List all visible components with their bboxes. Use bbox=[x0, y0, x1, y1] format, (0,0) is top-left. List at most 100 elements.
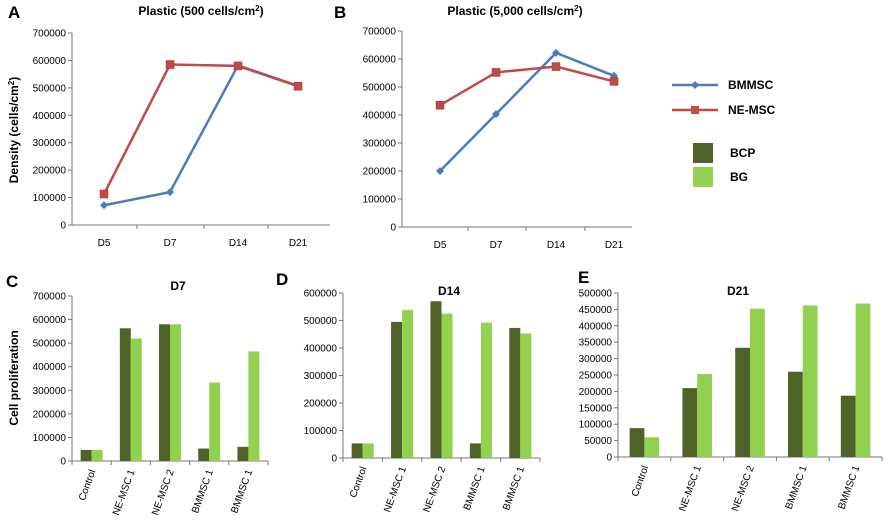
y-tick-label: 0 bbox=[60, 221, 66, 232]
data-point-bmmsc bbox=[100, 201, 108, 210]
bar-bcp bbox=[119, 328, 131, 461]
y-tick-label: 600000 bbox=[304, 289, 338, 300]
bar-bg bbox=[170, 324, 181, 461]
x-tick-label: D7 bbox=[164, 238, 177, 249]
bar-bcp bbox=[788, 371, 803, 457]
y-tick-label: 0 bbox=[60, 457, 66, 468]
x-tick-label: BMMSC 1 bbox=[784, 464, 810, 511]
panel-letter-d: D bbox=[276, 270, 288, 289]
y-tick-label: 200000 bbox=[363, 167, 397, 178]
y-tick-label: 200000 bbox=[579, 387, 613, 398]
y-tick-label: 300000 bbox=[363, 139, 397, 150]
bar-bg bbox=[802, 305, 818, 457]
y-tick-label: 700000 bbox=[33, 29, 67, 40]
x-tick-label: NE-MSC 2 bbox=[150, 468, 177, 517]
bar-bcp bbox=[159, 324, 170, 461]
bar-bcp bbox=[735, 347, 750, 457]
x-tick-label: D14 bbox=[547, 240, 566, 251]
bar-bg bbox=[520, 333, 532, 458]
bar-bg bbox=[750, 308, 765, 457]
y-tick-label: 100000 bbox=[33, 433, 67, 444]
bar-bg bbox=[644, 437, 660, 457]
bar-bg bbox=[697, 374, 712, 457]
y-tick-label: 0 bbox=[331, 454, 337, 465]
data-point-bmmsc bbox=[166, 188, 174, 197]
chart-title-e: D21 bbox=[727, 284, 749, 298]
y-tick-label: 700000 bbox=[363, 27, 397, 38]
legend-marker-bmmsc bbox=[691, 81, 699, 89]
y-tick-label: 500000 bbox=[304, 316, 338, 327]
y-tick-label: 250000 bbox=[579, 371, 613, 382]
y-tick-label: 350000 bbox=[579, 338, 613, 349]
data-point-bmmsc bbox=[436, 167, 444, 175]
panel-letter-e: E bbox=[578, 268, 589, 287]
bar-bcp bbox=[391, 321, 403, 458]
data-point-nemsc bbox=[233, 61, 243, 71]
y-tick-label: 100000 bbox=[33, 193, 67, 204]
y-axis-label-c: Cell proliferation bbox=[7, 330, 21, 425]
y-tick-label: 100000 bbox=[579, 420, 613, 431]
y-tick-label: 500000 bbox=[33, 83, 67, 94]
x-tick-label: D14 bbox=[229, 238, 248, 249]
y-tick-label: 300000 bbox=[579, 354, 613, 365]
x-tick-label: BMMSC 1 bbox=[501, 465, 527, 512]
y-tick-label: 200000 bbox=[33, 166, 67, 177]
x-tick-label: BMMSC 1 bbox=[836, 464, 862, 511]
bar-bcp bbox=[509, 327, 521, 458]
panel-letter-a: A bbox=[8, 3, 20, 22]
data-point-bmmsc bbox=[492, 110, 500, 119]
x-tick-label: D7 bbox=[490, 240, 503, 251]
chart-title-c: D7 bbox=[170, 279, 186, 293]
bar-bcp bbox=[682, 388, 698, 457]
y-tick-label: 50000 bbox=[584, 436, 612, 447]
legend-label-bcp: BCP bbox=[730, 146, 755, 160]
bar-bcp bbox=[351, 443, 363, 458]
bar-bcp bbox=[469, 443, 481, 458]
data-point-nemsc bbox=[491, 68, 501, 77]
legend-swatch-bg bbox=[693, 167, 713, 187]
y-tick-label: 200000 bbox=[33, 409, 67, 420]
legend-marker-nemsc bbox=[691, 106, 699, 114]
bar-bg bbox=[402, 310, 414, 458]
bar-bg bbox=[248, 351, 260, 461]
y-tick-label: 400000 bbox=[304, 344, 338, 355]
x-tick-label: Control bbox=[630, 464, 651, 498]
x-tick-label: D5 bbox=[434, 240, 447, 251]
y-tick-label: 400000 bbox=[33, 111, 67, 122]
bar-bg bbox=[209, 382, 221, 461]
x-tick-label: D21 bbox=[289, 238, 308, 249]
panel-letter-b: B bbox=[334, 3, 346, 22]
data-point-nemsc bbox=[293, 81, 303, 91]
y-tick-label: 600000 bbox=[363, 55, 397, 66]
x-tick-label: NE-MSC 1 bbox=[382, 465, 409, 514]
panel-letter-c: C bbox=[6, 272, 18, 291]
data-point-nemsc bbox=[99, 189, 109, 199]
legend-label-bg: BG bbox=[730, 170, 748, 184]
y-tick-label: 300000 bbox=[33, 138, 67, 149]
x-tick-label: D5 bbox=[98, 238, 111, 249]
bar-bg bbox=[91, 449, 103, 461]
x-tick-label: NE-MSC 2 bbox=[730, 464, 757, 513]
y-tick-label: 300000 bbox=[304, 371, 338, 382]
x-tick-label: NE-MSC 1 bbox=[677, 464, 704, 513]
x-tick-label: BMMSC 1 bbox=[229, 468, 255, 515]
series-line-ne-msc bbox=[102, 63, 299, 195]
y-tick-label: 0 bbox=[390, 223, 396, 234]
data-point-nemsc bbox=[435, 100, 445, 110]
bar-bcp bbox=[237, 446, 249, 461]
x-tick-label: NE-MSC 2 bbox=[422, 465, 449, 514]
x-tick-label: D21 bbox=[605, 240, 624, 251]
series-line-ne-msc bbox=[439, 65, 615, 107]
y-tick-label: 150000 bbox=[579, 403, 613, 414]
y-tick-label: 500000 bbox=[579, 289, 613, 300]
bar-bg bbox=[441, 313, 453, 458]
y-tick-label: 400000 bbox=[33, 362, 67, 373]
x-tick-label: BMMSC 1 bbox=[462, 465, 488, 512]
chart-title-b: Plastic (5,000 cells/cm2) bbox=[447, 4, 582, 19]
bar-bcp bbox=[430, 301, 442, 458]
y-tick-label: 600000 bbox=[33, 315, 67, 326]
series-line-bmmsc bbox=[439, 51, 615, 172]
legend-swatch-bcp bbox=[693, 143, 713, 163]
chart-title-a: Plastic (500 cells/cm2) bbox=[138, 4, 263, 19]
x-tick-label: NE-MSC 1 bbox=[111, 468, 138, 517]
